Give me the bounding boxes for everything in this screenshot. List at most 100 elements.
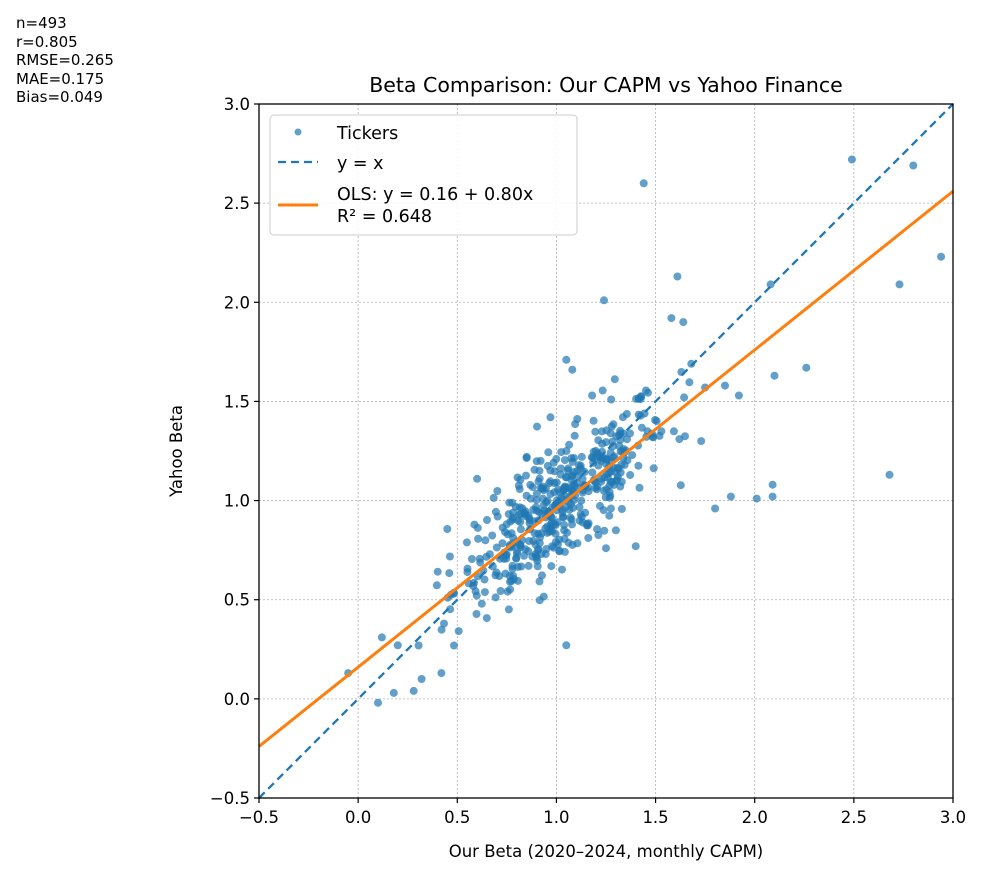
data-point — [445, 569, 454, 578]
data-point — [513, 473, 522, 482]
chart-title: Beta Comparison: Our CAPM vs Yahoo Finan… — [369, 73, 843, 97]
data-point — [409, 686, 418, 695]
data-point — [433, 567, 442, 576]
data-point — [530, 465, 539, 474]
data-point — [726, 492, 735, 501]
data-point — [560, 456, 569, 465]
y-tick-label: 0.0 — [224, 690, 250, 709]
data-point — [567, 454, 576, 463]
legend-label-tickers: Tickers — [336, 124, 398, 144]
data-point — [676, 481, 685, 490]
data-point — [516, 525, 525, 534]
x-tick-label: −0.5 — [239, 808, 279, 827]
data-point — [895, 280, 904, 289]
data-point — [575, 503, 584, 512]
data-point — [591, 483, 600, 492]
data-point — [529, 536, 538, 545]
data-point — [631, 542, 640, 551]
data-point — [652, 417, 661, 426]
data-point — [648, 433, 657, 442]
data-point — [596, 501, 604, 510]
data-point — [489, 493, 498, 502]
data-point — [547, 562, 556, 571]
data-point — [534, 545, 543, 554]
data-point — [576, 510, 585, 519]
data-point — [770, 371, 779, 380]
data-point — [437, 669, 446, 678]
data-point — [568, 472, 576, 481]
y-tick-label: 2.0 — [224, 293, 250, 312]
stat-r: r=0.805 — [16, 32, 78, 51]
x-axis-label: Our Beta (2020–2024, monthly CAPM) — [449, 842, 764, 861]
data-point — [588, 453, 597, 462]
data-point — [440, 619, 448, 628]
data-point — [589, 416, 598, 425]
data-point — [516, 510, 525, 518]
y-axis-ticks: −0.5 0.0 0.5 1.0 1.5 2.0 2.5 3.0 — [210, 95, 259, 808]
data-point — [481, 536, 490, 545]
data-point — [524, 561, 533, 570]
data-point — [522, 491, 531, 500]
data-point — [551, 529, 560, 538]
data-point — [535, 539, 544, 548]
data-point — [567, 515, 576, 524]
data-point — [471, 587, 480, 596]
data-point — [562, 355, 571, 364]
x-tick-label: 2.5 — [841, 808, 867, 827]
data-point — [594, 436, 603, 445]
data-point — [482, 614, 491, 623]
data-point — [623, 435, 631, 444]
x-axis-ticks: −0.5 0.0 0.5 1.0 1.5 2.0 2.5 3.0 — [239, 798, 966, 827]
data-point — [509, 508, 518, 517]
data-point — [623, 456, 632, 465]
data-point — [639, 179, 648, 188]
data-point — [597, 427, 606, 436]
data-point — [613, 475, 622, 484]
data-point — [505, 498, 514, 507]
data-point — [588, 468, 597, 477]
data-point — [473, 474, 482, 483]
data-point — [539, 482, 547, 491]
data-point — [602, 438, 611, 447]
data-point — [588, 391, 597, 400]
legend: Tickers y = x OLS: y = 0.16 + 0.80x R² =… — [269, 114, 578, 236]
stats-annotation: n=493 r=0.805 RMSE=0.265 MAE=0.175 Bias=… — [16, 14, 114, 107]
x-tick-label: 0.0 — [345, 808, 371, 827]
data-point — [547, 518, 556, 527]
data-point — [610, 375, 619, 384]
data-point — [417, 675, 426, 683]
data-point — [605, 511, 614, 520]
data-point — [567, 484, 575, 493]
data-point — [532, 489, 541, 498]
data-point — [516, 543, 525, 552]
data-point — [558, 513, 567, 522]
data-point — [532, 457, 541, 466]
data-point — [544, 448, 553, 457]
data-point — [537, 529, 546, 538]
data-point — [603, 473, 612, 482]
data-point — [734, 391, 743, 400]
data-point — [555, 488, 564, 497]
data-point — [472, 610, 481, 618]
data-point — [531, 503, 540, 512]
data-point — [445, 552, 454, 561]
data-point — [937, 252, 946, 261]
data-point — [485, 550, 494, 559]
data-point — [492, 568, 501, 577]
data-point — [551, 538, 560, 546]
x-tick-label: 1.0 — [543, 808, 569, 827]
data-point — [636, 395, 645, 403]
stat-rmse: RMSE=0.265 — [16, 51, 114, 69]
data-point — [679, 318, 688, 327]
data-point — [492, 543, 501, 552]
data-point — [546, 477, 555, 486]
data-point — [473, 523, 482, 532]
data-point — [575, 516, 584, 525]
data-point — [617, 505, 626, 513]
data-point — [568, 540, 577, 549]
y-tick-label: 0.5 — [224, 591, 250, 610]
data-point — [564, 464, 573, 473]
data-point — [611, 468, 620, 476]
x-tick-label: 2.0 — [742, 808, 768, 827]
